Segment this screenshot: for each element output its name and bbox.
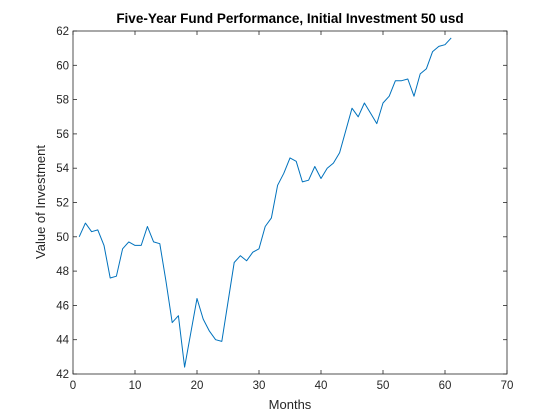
x-tick-label: 60	[439, 380, 452, 392]
y-tick-label: 50	[56, 232, 69, 244]
y-tick-label: 52	[56, 198, 69, 210]
y-tick-label: 62	[56, 26, 69, 38]
y-tick-label: 48	[56, 266, 69, 278]
x-tick-label: 10	[129, 380, 142, 392]
y-tick-label: 42	[56, 369, 69, 381]
x-tick-label: 30	[253, 380, 266, 392]
plot-area	[73, 31, 507, 374]
y-axis-label: Value of Investment	[33, 145, 48, 259]
x-tick-label: 70	[501, 380, 514, 392]
y-tick-label: 56	[56, 129, 69, 141]
plot-frame	[72, 30, 508, 375]
y-tick-label: 44	[56, 335, 69, 347]
x-tick-label: 20	[191, 380, 204, 392]
chart-title: Five-Year Fund Performance, Initial Inve…	[116, 11, 463, 26]
x-tick-label: 40	[315, 380, 328, 392]
series-line	[78, 37, 452, 368]
x-tick-label: 0	[70, 380, 76, 392]
x-axis-label: Months	[269, 397, 312, 412]
y-tick-label: 60	[56, 60, 69, 72]
y-tick-label: 54	[56, 163, 69, 175]
y-tick-label: 58	[56, 95, 69, 107]
x-tick-label: 50	[377, 380, 390, 392]
y-tick-label: 46	[56, 300, 69, 312]
